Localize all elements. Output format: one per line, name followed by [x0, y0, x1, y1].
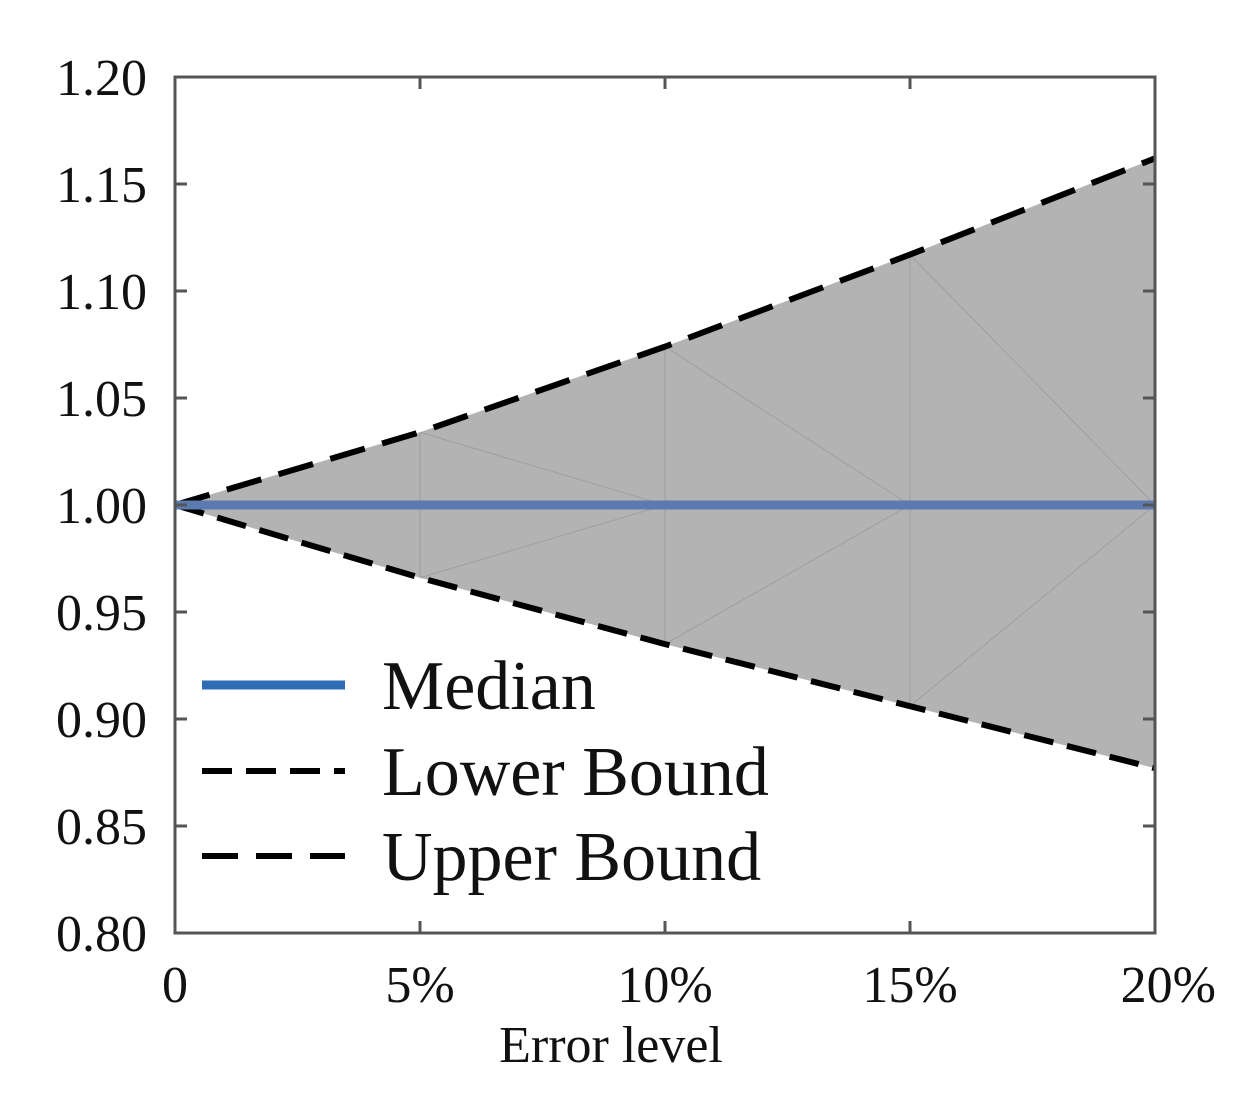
- y-tick-label: 1.00: [56, 478, 147, 535]
- legend-lower-bound-label: Lower Bound: [382, 734, 769, 811]
- y-tick-label: 1.15: [56, 157, 147, 214]
- y-tick-label: 1.20: [56, 50, 147, 107]
- legend-upper-bound-label: Upper Bound: [382, 819, 761, 896]
- x-axis-title: Error level: [499, 1017, 723, 1074]
- mesh-diagonal: [909, 254, 1156, 506]
- y-tick-label: 0.90: [56, 692, 147, 749]
- y-tick-label: 0.85: [56, 799, 147, 856]
- mesh-diagonal: [664, 346, 911, 506]
- lower-bound-line: [174, 502, 1156, 772]
- band-layer: [175, 158, 1156, 769]
- x-tick-label: 10%: [617, 957, 712, 1014]
- x-tick-label: 0: [162, 957, 188, 1014]
- y-tick-label: 0.95: [56, 585, 147, 642]
- legend-lower-bound: Lower Bound: [202, 734, 769, 811]
- x-tick-label: 5%: [385, 957, 454, 1014]
- legend: Median Lower Bound Upper Bound: [202, 648, 769, 896]
- y-tick-label: 1.10: [56, 264, 147, 321]
- legend-median: Median: [202, 648, 596, 725]
- axes-layer: 0.80 0.85 0.90 0.95 1.00 1.05 1.10 1.15 1.20 0 5% 1…: [56, 50, 1216, 1014]
- mesh-diagonal: [419, 504, 666, 579]
- mesh-diagonal: [664, 504, 911, 645]
- series-layer: [174, 155, 1157, 772]
- x-tick-label: 15%: [862, 957, 957, 1014]
- mesh-diagonal: [909, 504, 1156, 707]
- x-tick-label: 20%: [1121, 957, 1216, 1014]
- legend-median-label: Median: [382, 648, 596, 725]
- upper-bound-line: [174, 155, 1157, 508]
- y-tick-label: 1.05: [56, 371, 147, 428]
- y-tick-label: 0.80: [56, 906, 147, 963]
- legend-upper-bound: Upper Bound: [202, 819, 761, 896]
- mesh-diagonal: [419, 431, 666, 506]
